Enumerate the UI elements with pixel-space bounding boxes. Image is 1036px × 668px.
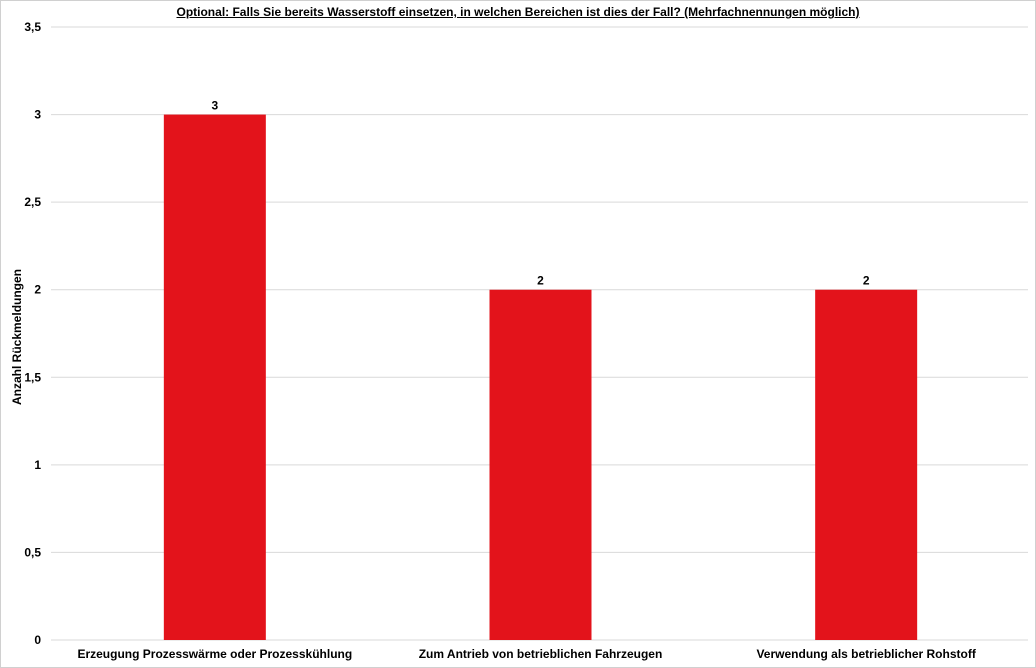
bars (163, 114, 918, 641)
y-tick-label: 1 (34, 458, 41, 472)
data-label: 2 (863, 274, 870, 288)
x-tick-label: Verwendung als betrieblicher Rohstoff (756, 647, 976, 661)
y-tick-label: 2 (34, 283, 41, 297)
y-tick-label: 0,5 (24, 545, 41, 559)
y-tick-label: 3,5 (24, 20, 41, 34)
x-tick-label: Zum Antrieb von betrieblichen Fahrzeugen (419, 647, 663, 661)
y-tick-label: 0 (34, 633, 41, 647)
bar (489, 289, 592, 640)
y-tick-label: 1,5 (24, 370, 41, 384)
y-axis-title: Anzahl Rückmeldungen (10, 269, 24, 405)
x-axis-ticks: Erzeugung Prozesswärme oder Prozesskühlu… (77, 647, 976, 661)
bar (815, 289, 918, 640)
chart-title: Optional: Falls Sie bereits Wasserstoff … (176, 5, 860, 19)
y-axis-ticks: 0 0,5 1 1,5 2 2,5 3 3,5 (24, 20, 41, 647)
x-tick-label: Erzeugung Prozesswärme oder Prozesskühlu… (77, 647, 352, 661)
data-label: 3 (211, 99, 218, 113)
data-label: 2 (537, 274, 544, 288)
data-labels: 3 2 2 (211, 99, 869, 288)
bar (163, 114, 266, 641)
y-tick-label: 2,5 (24, 195, 41, 209)
y-tick-label: 3 (34, 108, 41, 122)
